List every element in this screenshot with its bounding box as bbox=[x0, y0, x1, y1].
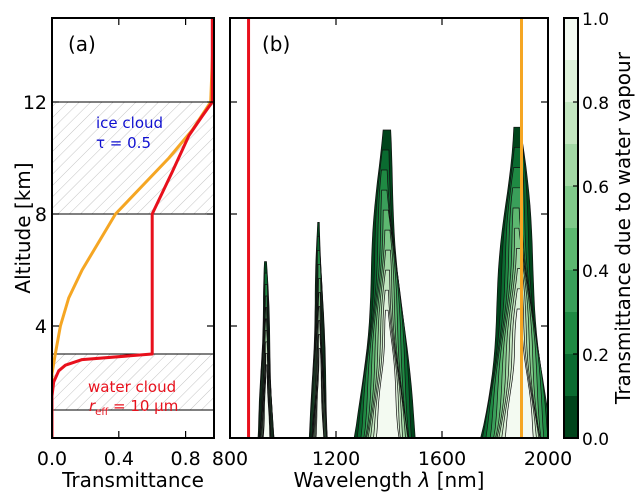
panel-a-label: (a) bbox=[68, 32, 96, 56]
panel-a-x-tick-label: 0.4 bbox=[104, 448, 134, 470]
reff-value: = 10 µm bbox=[108, 397, 178, 415]
transmittance-lines bbox=[52, 18, 214, 438]
panel-a-x-tick-label: 0.0 bbox=[37, 448, 67, 470]
colorbar-tick-label: 1.0 bbox=[582, 10, 609, 30]
panel-b-ticks: 800 1200 1600 2000 bbox=[212, 18, 572, 470]
panel-a-ticks: 0.0 0.4 0.8 4 8 12 bbox=[23, 18, 214, 470]
colorbar-swatch bbox=[564, 228, 578, 270]
panel-b-x-tick-label: 2000 bbox=[524, 448, 572, 470]
absorption-band-2 bbox=[308, 222, 328, 438]
colorbar-swatch bbox=[564, 60, 578, 102]
colorbar-tick-label: 0.2 bbox=[582, 346, 609, 366]
colorbar-swatch bbox=[564, 186, 578, 228]
colorbar-title: Transmittance due to water vapour bbox=[611, 51, 635, 405]
absorption-bands bbox=[257, 126, 548, 438]
ice-cloud-label: ice cloud bbox=[96, 114, 163, 132]
absorption-band-1 bbox=[257, 261, 275, 438]
colorbar-tick-label: 0.4 bbox=[582, 262, 609, 282]
panel-a: 0.0 0.4 0.8 4 8 12 (a) ice cloud τ = 0.5 wate… bbox=[11, 17, 215, 492]
panel-b-x-tick-label: 800 bbox=[212, 448, 248, 470]
panel-a-frame bbox=[51, 17, 215, 439]
panel-a-x-axis-title: Transmittance bbox=[61, 468, 204, 492]
absorption-band-3 bbox=[353, 129, 416, 438]
colorbar-swatch bbox=[564, 144, 578, 186]
colorbar-tick-label: 0.0 bbox=[582, 430, 609, 450]
y-tick-label: 8 bbox=[35, 204, 47, 226]
panel-b: 800 1200 1600 2000 (b) Wavelength λ [nm] bbox=[212, 17, 572, 492]
water-cloud-layer bbox=[52, 354, 214, 410]
colorbar: 0.0 0.2 0.4 0.6 0.8 1.0 Transmittance due to … bbox=[563, 10, 635, 450]
panel-a-x-tick-label: 0.8 bbox=[170, 448, 200, 470]
panel-b-x-tick-label: 1200 bbox=[312, 448, 360, 470]
y-tick-label: 12 bbox=[23, 92, 47, 114]
panel-b-x-axis-title: Wavelength λ [nm] bbox=[294, 468, 485, 492]
colorbar-swatch bbox=[564, 354, 578, 396]
transmittance-series-2 bbox=[52, 18, 214, 438]
panel-b-label: (b) bbox=[262, 32, 290, 56]
colorbar-swatch bbox=[564, 270, 578, 312]
water-cloud-reff-label: reff = 10 µm bbox=[89, 397, 178, 418]
reff-symbol: r bbox=[89, 397, 96, 415]
colorbar-swatches bbox=[564, 18, 578, 438]
y-axis-title: Altitude [km] bbox=[11, 162, 35, 293]
colorbar-ticks: 0.0 0.2 0.4 0.6 0.8 1.0 bbox=[573, 10, 609, 450]
colorbar-swatch bbox=[564, 312, 578, 354]
water-cloud-label: water cloud bbox=[88, 378, 176, 396]
colorbar-frame bbox=[563, 17, 579, 439]
colorbar-swatch bbox=[564, 396, 578, 438]
panel-b-frame bbox=[229, 17, 549, 439]
reff-subscript: eff bbox=[95, 407, 109, 418]
colorbar-swatch bbox=[564, 18, 578, 60]
colorbar-swatch bbox=[564, 102, 578, 144]
wavelength-markers bbox=[247, 18, 523, 438]
panel-b-x-tick-label: 1600 bbox=[418, 448, 466, 470]
colorbar-tick-label: 0.8 bbox=[582, 94, 609, 114]
cloud-layers bbox=[52, 101, 214, 411]
contour-level bbox=[262, 364, 271, 438]
colorbar-tick-label: 0.6 bbox=[582, 178, 609, 198]
contour-level bbox=[315, 348, 325, 438]
y-tick-label: 4 bbox=[35, 316, 47, 338]
ice-cloud-tau-label: τ = 0.5 bbox=[96, 134, 151, 152]
contour-level bbox=[375, 309, 400, 438]
